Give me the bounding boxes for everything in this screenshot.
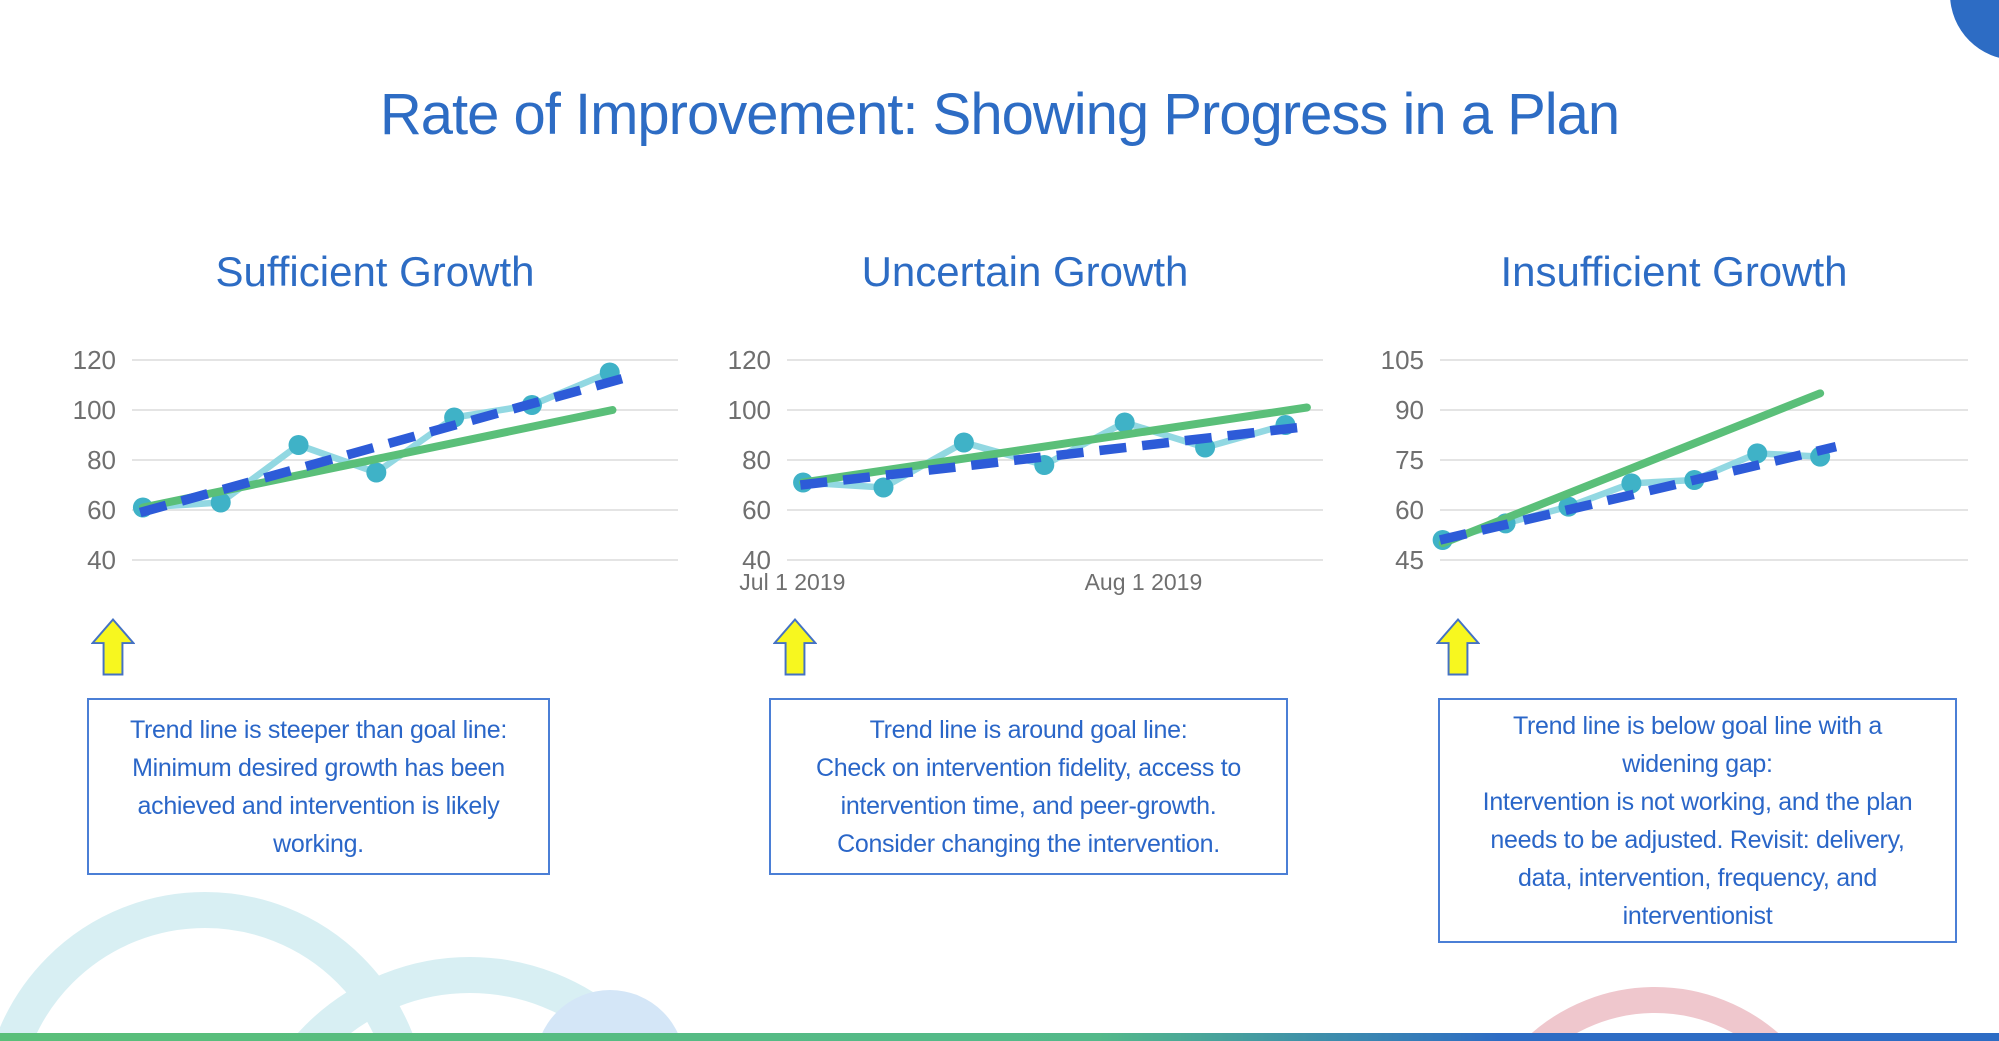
annotation-text: Trend line is below goal line with a wid… — [1482, 711, 1913, 930]
up-arrow-icon — [1435, 613, 1481, 681]
corner-circle-decoration — [1950, 0, 1999, 58]
svg-text:75: 75 — [1395, 445, 1424, 475]
svg-text:60: 60 — [87, 495, 116, 525]
sufficient-growth-chart: 120 100 80 60 40 — [73, 345, 678, 575]
svg-text:105: 105 — [1381, 345, 1424, 375]
svg-text:45: 45 — [1395, 545, 1424, 575]
svg-text:60: 60 — [742, 495, 771, 525]
up-arrow-icon — [772, 613, 818, 681]
svg-text:90: 90 — [1395, 395, 1424, 425]
svg-text:100: 100 — [73, 395, 116, 425]
chart-title: Sufficient Growth — [215, 248, 535, 295]
svg-text:40: 40 — [742, 545, 771, 575]
pink-ring-decoration — [1523, 987, 1787, 1041]
svg-text:Aug 1 2019: Aug 1 2019 — [1085, 569, 1203, 595]
svg-text:Jul 1 2019: Jul 1 2019 — [739, 569, 845, 595]
svg-text:100: 100 — [728, 395, 771, 425]
annotation-box: Trend line is steeper than goal line: Mi… — [87, 698, 550, 875]
chart-section-sufficient-growth: Sufficient Growth 120 100 80 60 40 — [60, 248, 690, 608]
page-title: Rate of Improvement: Showing Progress in… — [379, 81, 1620, 147]
svg-text:80: 80 — [742, 445, 771, 475]
annotation-text: Trend line is steeper than goal line: Mi… — [129, 715, 508, 858]
svg-text:60: 60 — [1395, 495, 1424, 525]
dome-decoration — [538, 990, 682, 1041]
insufficient-growth-chart: 105 90 75 60 45 — [1381, 345, 1968, 575]
svg-text:120: 120 — [73, 345, 116, 375]
annotation-text: Trend line is around goal line: Check on… — [816, 715, 1241, 858]
teal-ring-decoration — [290, 957, 650, 1041]
svg-text:80: 80 — [87, 445, 116, 475]
annotation-box: Trend line is around goal line: Check on… — [769, 698, 1288, 875]
chart-title: Uncertain Growth — [861, 248, 1189, 295]
chart-section-insufficient-growth: Insufficient Growth 105 90 75 60 45 — [1368, 248, 1980, 608]
chart-title: Insufficient Growth — [1500, 248, 1848, 295]
bottom-stripe-decoration — [0, 1033, 1999, 1041]
annotation-box: Trend line is below goal line with a wid… — [1438, 698, 1957, 943]
chart-section-uncertain-growth: Uncertain Growth 120 100 80 60 40 Jul 1 2019 A… — [715, 248, 1335, 608]
svg-text:120: 120 — [728, 345, 771, 375]
up-arrow-icon — [90, 613, 136, 681]
teal-ring-decoration — [0, 892, 416, 1041]
svg-text:40: 40 — [87, 545, 116, 575]
